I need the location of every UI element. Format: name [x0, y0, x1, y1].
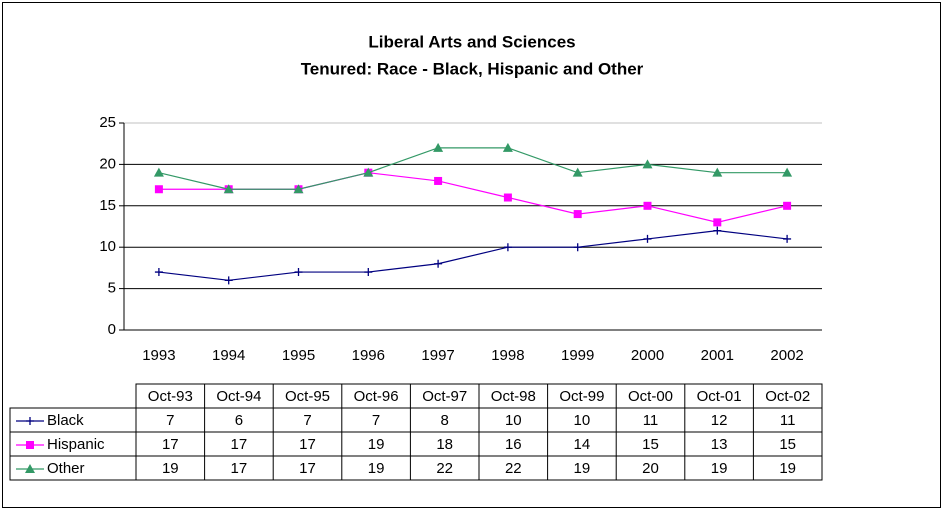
table-cell: 17	[299, 460, 316, 477]
data-point	[503, 193, 512, 202]
table-cell: 19	[574, 460, 591, 477]
chart-title: Liberal Arts and Sciences	[368, 32, 575, 51]
data-point	[224, 276, 233, 285]
table-cell: 6	[235, 412, 243, 429]
table-column-header: Oct-02	[765, 388, 810, 405]
table-cell: 14	[574, 436, 591, 453]
x-tick-label: 1996	[352, 347, 385, 364]
legend-marker	[26, 417, 34, 425]
table-cell: 11	[643, 412, 659, 429]
table-cell: 17	[231, 460, 248, 477]
table-cell: 8	[441, 412, 449, 429]
legend-label: Black	[47, 412, 84, 429]
data-point	[434, 259, 443, 268]
table-cell: 17	[162, 436, 179, 453]
data-point	[783, 234, 792, 243]
legend-marker	[26, 441, 34, 449]
table-cell: 19	[162, 460, 179, 477]
table-cell: 12	[711, 412, 728, 429]
x-tick-label: 2000	[631, 347, 664, 364]
x-tick-label: 1994	[212, 347, 245, 364]
table-cell: 15	[642, 436, 659, 453]
table-column-header: Oct-01	[697, 388, 742, 405]
data-point	[502, 142, 513, 152]
x-tick-label: 2001	[701, 347, 734, 364]
data-point	[643, 234, 652, 243]
table-cell: 18	[436, 436, 453, 453]
data-point	[294, 268, 303, 277]
table-cell: 16	[505, 436, 522, 453]
data-point	[642, 159, 653, 169]
table-cell: 17	[299, 436, 316, 453]
data-point	[573, 243, 582, 252]
data-point	[782, 167, 793, 177]
x-tick-label: 1995	[282, 347, 315, 364]
data-point	[573, 210, 582, 219]
y-tick-label: 20	[99, 155, 116, 172]
table-cell: 19	[368, 460, 385, 477]
y-tick-label: 5	[108, 280, 116, 297]
table-column-header: Oct-93	[148, 388, 193, 405]
table-cell: 11	[780, 412, 796, 429]
table-cell: 22	[505, 460, 522, 477]
table-cell: 19	[368, 436, 385, 453]
table-cell: 20	[642, 460, 659, 477]
data-point	[572, 167, 583, 177]
y-tick-label: 15	[99, 197, 116, 214]
series-line	[158, 230, 788, 281]
table-cell: 17	[231, 436, 248, 453]
data-point	[503, 243, 512, 252]
x-tick-label: 2002	[770, 347, 803, 364]
y-tick-label: 25	[99, 114, 116, 131]
data-point	[154, 185, 163, 194]
table-cell: 7	[372, 412, 380, 429]
x-tick-label: 1999	[561, 347, 594, 364]
table-cell: 7	[303, 412, 311, 429]
table-column-header: Oct-99	[559, 388, 604, 405]
chart-subtitle: Tenured: Race - Black, Hispanic and Othe…	[301, 59, 644, 78]
legend-label: Hispanic	[47, 436, 105, 453]
table-cell: 10	[505, 412, 522, 429]
y-tick-label: 10	[99, 238, 116, 255]
x-tick-label: 1997	[421, 347, 454, 364]
table-cell: 15	[779, 436, 796, 453]
legend-label: Other	[47, 460, 85, 477]
table-cell: 22	[436, 460, 453, 477]
data-point	[364, 268, 373, 277]
data-point	[153, 167, 164, 177]
data-point	[433, 142, 444, 152]
x-tick-label: 1998	[491, 347, 524, 364]
data-point	[154, 268, 163, 277]
table-cell: 19	[711, 460, 728, 477]
table-column-header: Oct-98	[491, 388, 536, 405]
data-point	[363, 167, 374, 177]
table-cell: 10	[574, 412, 591, 429]
data-point	[434, 176, 443, 185]
data-point	[223, 184, 234, 194]
table-column-header: Oct-95	[285, 388, 330, 405]
data-point	[293, 184, 304, 194]
y-tick-label: 0	[108, 321, 116, 338]
data-point	[713, 226, 722, 235]
table-cell: 7	[166, 412, 174, 429]
table-column-header: Oct-94	[216, 388, 261, 405]
x-tick-label: 1993	[142, 347, 175, 364]
data-point	[783, 201, 792, 210]
data-point	[712, 167, 723, 177]
table-column-header: Oct-00	[628, 388, 673, 405]
table-cell: 13	[711, 436, 728, 453]
data-point	[713, 218, 722, 227]
series-line	[158, 147, 788, 190]
table-column-header: Oct-96	[354, 388, 399, 405]
table-cell: 19	[779, 460, 796, 477]
legend-marker	[25, 464, 35, 473]
table-column-header: Oct-97	[422, 388, 467, 405]
data-point	[643, 201, 652, 210]
